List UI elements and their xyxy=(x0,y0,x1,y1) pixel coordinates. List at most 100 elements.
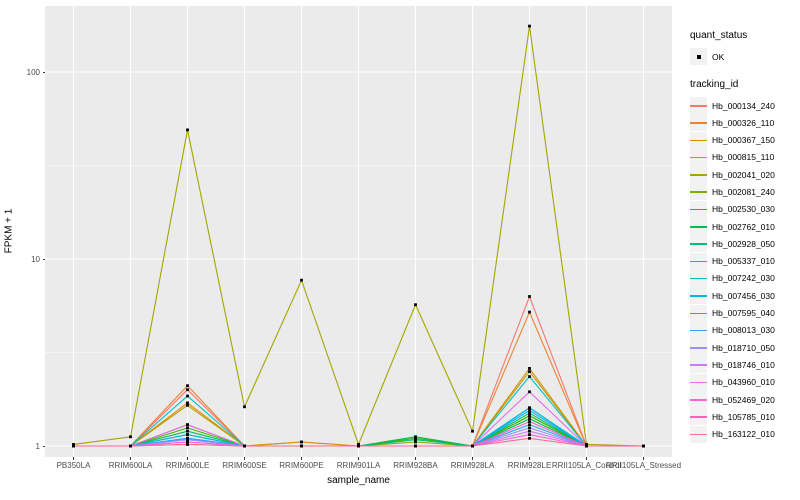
data-point xyxy=(528,409,531,412)
legend-item-Hb_000367_150: Hb_000367_150 xyxy=(690,131,800,149)
data-point xyxy=(414,435,417,439)
x-tick-label: RRII105LA_Control xyxy=(551,461,622,470)
data-point xyxy=(243,405,246,409)
data-point xyxy=(186,423,189,427)
legend-key xyxy=(690,339,707,357)
x-tick-label: PB350LA xyxy=(56,461,91,470)
data-point xyxy=(357,443,360,446)
data-point xyxy=(528,390,531,394)
legend-item-Hb_005337_010: Hb_005337_010 xyxy=(690,252,800,270)
data-point xyxy=(186,429,189,433)
data-point xyxy=(414,444,417,448)
data-point xyxy=(186,440,189,444)
legend-title-quant-status: quant_status xyxy=(690,30,748,41)
y-tick-mark xyxy=(42,445,45,447)
legend-key xyxy=(690,356,707,374)
x-tick-mark xyxy=(586,457,587,460)
legend-item-Hb_000326_110: Hb_000326_110 xyxy=(690,114,800,132)
legend-item-Hb_052469_020: Hb_052469_020 xyxy=(690,391,800,409)
legend-key xyxy=(690,183,707,201)
data-point xyxy=(186,128,189,132)
legend-item-quant-status: OK xyxy=(690,48,800,65)
data-point xyxy=(528,367,531,370)
legend-item-Hb_018710_050: Hb_018710_050 xyxy=(690,339,800,357)
data-point xyxy=(186,443,189,446)
legend-key xyxy=(690,321,707,339)
data-point xyxy=(414,440,417,444)
legend-item-label: Hb_007242_030 xyxy=(712,273,775,284)
legend-key xyxy=(690,200,707,218)
legend-item-label: Hb_163122_010 xyxy=(712,429,775,440)
x-tick-mark xyxy=(358,457,359,460)
data-point xyxy=(528,24,531,28)
data-point xyxy=(585,444,588,448)
legend-item-label: Hb_105785_010 xyxy=(712,411,775,422)
x-tick-label: RRIM928LE xyxy=(507,461,552,470)
x-tick-mark xyxy=(73,457,74,460)
x-tick-label: RRIM901LA xyxy=(336,461,381,470)
data-point xyxy=(528,295,531,298)
legend-item-label: Hb_008013_030 xyxy=(712,325,775,336)
data-point xyxy=(528,436,531,440)
legend-key xyxy=(690,97,707,114)
legend-key xyxy=(690,425,707,443)
line-swatch-icon xyxy=(690,347,707,349)
data-point xyxy=(186,438,189,442)
y-tick-label: 1 xyxy=(35,441,40,451)
legend-item-label: Hb_002928_050 xyxy=(712,238,775,249)
legend-item-label: Hb_002530_030 xyxy=(712,204,775,215)
legend-item-Hb_002530_030: Hb_002530_030 xyxy=(690,200,800,218)
data-point xyxy=(186,384,189,388)
data-point xyxy=(186,433,189,436)
legend-key xyxy=(690,235,707,253)
line-swatch-icon xyxy=(690,364,707,366)
legend-item-label: Hb_007456_030 xyxy=(712,290,775,301)
data-point xyxy=(357,444,360,448)
legend-key xyxy=(690,373,707,391)
data-point xyxy=(528,420,531,423)
legend-item-Hb_043960_010: Hb_043960_010 xyxy=(690,373,800,391)
line-swatch-icon xyxy=(690,381,707,384)
data-point xyxy=(528,375,531,378)
legend-item-Hb_002081_240: Hb_002081_240 xyxy=(690,183,800,201)
data-point xyxy=(528,310,531,314)
legend-key xyxy=(690,131,707,149)
legend-item-label: Hb_018710_050 xyxy=(712,342,775,353)
legend-title-tracking-id: tracking_id xyxy=(690,79,739,90)
legend-item-label: Hb_000815_110 xyxy=(712,152,775,163)
legend-item-label: Hb_018746_010 xyxy=(712,359,775,370)
data-point xyxy=(129,444,132,448)
line-swatch-icon xyxy=(690,122,707,124)
data-point xyxy=(471,444,474,448)
x-tick-mark xyxy=(130,457,131,460)
legend-item-Hb_002928_050: Hb_002928_050 xyxy=(690,235,800,253)
legend-item-Hb_002041_020: Hb_002041_020 xyxy=(690,166,800,184)
legend-key xyxy=(690,48,707,65)
x-tick-mark xyxy=(244,457,245,460)
data-point xyxy=(300,444,303,448)
line-swatch-icon xyxy=(690,156,707,159)
data-point xyxy=(186,394,189,398)
data-point xyxy=(642,444,645,448)
data-point xyxy=(471,429,474,433)
plot-panel xyxy=(45,6,672,457)
x-tick-mark xyxy=(529,457,530,460)
line-swatch-icon xyxy=(690,277,707,280)
x-tick-mark xyxy=(187,457,188,460)
x-axis-title: sample_name xyxy=(327,475,390,486)
legend-key xyxy=(690,287,707,305)
y-tick-mark xyxy=(42,258,45,260)
x-tick-mark xyxy=(643,457,644,460)
x-tick-label: RRII105LA_Stressed xyxy=(605,461,682,470)
data-point xyxy=(528,433,531,436)
legend-item-label: Hb_000367_150 xyxy=(712,135,775,146)
legend-item-Hb_163122_010: Hb_163122_010 xyxy=(690,425,800,443)
y-tick-mark xyxy=(42,71,45,73)
line-swatch-icon xyxy=(690,226,707,228)
legend-key xyxy=(690,408,707,426)
legend-item-Hb_000815_110: Hb_000815_110 xyxy=(690,148,800,166)
legend-key xyxy=(690,166,707,184)
x-tick-label: RRIM600LE xyxy=(165,461,210,470)
line-swatch-icon xyxy=(690,139,707,142)
